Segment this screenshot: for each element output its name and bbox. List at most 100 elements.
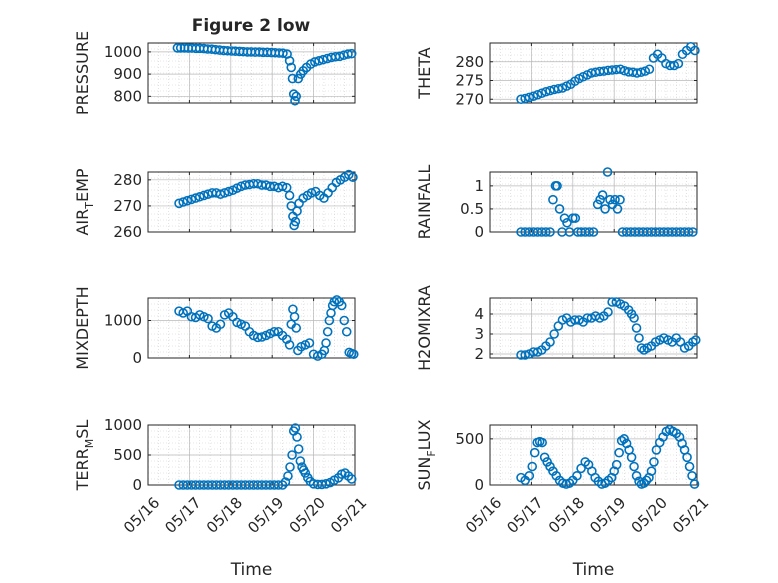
- y-tick-label: 0: [132, 476, 142, 494]
- y-tick-label: 0.5: [460, 200, 484, 218]
- data-point: [570, 213, 581, 223]
- data-point: [174, 198, 184, 209]
- data-point: [690, 335, 701, 345]
- data-point: [644, 64, 655, 75]
- axes-box: [147, 297, 356, 359]
- data-point: [190, 193, 201, 203]
- data-point: [290, 216, 301, 227]
- y-tick-label: 0: [474, 223, 484, 241]
- y-tick-label: 270: [113, 197, 142, 215]
- data-point: [536, 88, 547, 99]
- data-point: [334, 51, 345, 62]
- data-point: [194, 191, 205, 202]
- data-point: [682, 452, 692, 463]
- data-point: [314, 55, 324, 66]
- y-tick-label: 500: [113, 446, 142, 464]
- data-point: [562, 217, 572, 228]
- subplot-mixdepth: 0 1000 MIXDEPTH: [73, 286, 359, 370]
- data-point: [524, 470, 535, 481]
- data-point: [284, 340, 295, 350]
- y-tick-label: 3: [474, 325, 484, 343]
- data-point: [215, 319, 226, 330]
- y-tick-label: 500: [455, 430, 484, 448]
- data-point: [306, 188, 317, 198]
- axes-box: [489, 297, 698, 359]
- y-axis-label: TERRMSL: [73, 420, 96, 492]
- data-point: [584, 227, 595, 237]
- data-point: [572, 470, 582, 481]
- data-point: [291, 323, 302, 333]
- data-point: [615, 64, 626, 75]
- data-point: [182, 195, 193, 206]
- data-point: [524, 92, 535, 103]
- data-point: [576, 463, 586, 474]
- data-point: [646, 466, 657, 476]
- data-point: [597, 190, 608, 200]
- data-point: [545, 227, 555, 237]
- data-point: [203, 313, 213, 324]
- data-point: [172, 43, 183, 53]
- data-point: [520, 93, 530, 104]
- axes-box: [147, 171, 356, 233]
- data-point: [553, 83, 564, 94]
- data-point: [520, 350, 530, 360]
- data-point: [615, 194, 625, 205]
- data-point: [641, 475, 652, 486]
- data-point: [605, 194, 615, 205]
- axes-box: [147, 42, 356, 104]
- data-point: [690, 45, 700, 56]
- data-point: [545, 337, 555, 347]
- data-point: [592, 199, 603, 210]
- data-point: [541, 86, 551, 97]
- data-point: [541, 227, 551, 237]
- data-point: [588, 227, 599, 237]
- data-point: [595, 194, 605, 205]
- subplot-pressure: 800 900 1000 PRESSURE: [73, 31, 357, 115]
- data-point: [291, 91, 302, 102]
- data-point: [290, 95, 300, 106]
- data-point: [626, 452, 637, 463]
- data-point: [290, 423, 301, 433]
- data-point: [343, 49, 353, 59]
- data-point: [285, 462, 295, 472]
- data-point: [304, 338, 315, 348]
- data-point: [281, 334, 292, 345]
- data-point: [289, 311, 300, 322]
- data-point: [634, 333, 644, 343]
- data-point: [341, 326, 352, 337]
- data-point: [318, 54, 328, 65]
- data-point: [636, 343, 647, 353]
- data-point: [186, 194, 197, 205]
- data-point: [631, 323, 642, 333]
- data-point: [636, 67, 646, 78]
- y-tick-label: 4: [474, 305, 484, 323]
- data-point: [292, 432, 302, 442]
- y-tick-label: 800: [113, 87, 142, 105]
- data-point: [287, 73, 298, 84]
- figure-title: Figure 2 low: [192, 16, 311, 36]
- data-point: [689, 479, 700, 489]
- data-point: [614, 447, 624, 458]
- data-point: [527, 461, 538, 472]
- data-point: [600, 204, 610, 214]
- data-point: [616, 435, 627, 446]
- data-point: [619, 434, 629, 444]
- data-point: [554, 204, 565, 214]
- data-point: [288, 89, 299, 99]
- data-point: [649, 457, 659, 467]
- data-point: [257, 332, 267, 342]
- data-point: [219, 188, 230, 198]
- data-point: [284, 55, 295, 66]
- y-axis-label: THETA: [415, 47, 434, 99]
- data-point: [269, 326, 280, 337]
- subplot-h2omixra: 2 3 4 H2OMIXRA: [415, 285, 701, 371]
- y-axis-label: RAINFALL: [415, 165, 434, 240]
- data-point: [602, 167, 613, 177]
- data-point: [537, 437, 547, 448]
- data-point: [277, 480, 288, 490]
- data-point: [611, 459, 622, 470]
- data-point: [629, 313, 639, 323]
- data-point: [278, 48, 288, 59]
